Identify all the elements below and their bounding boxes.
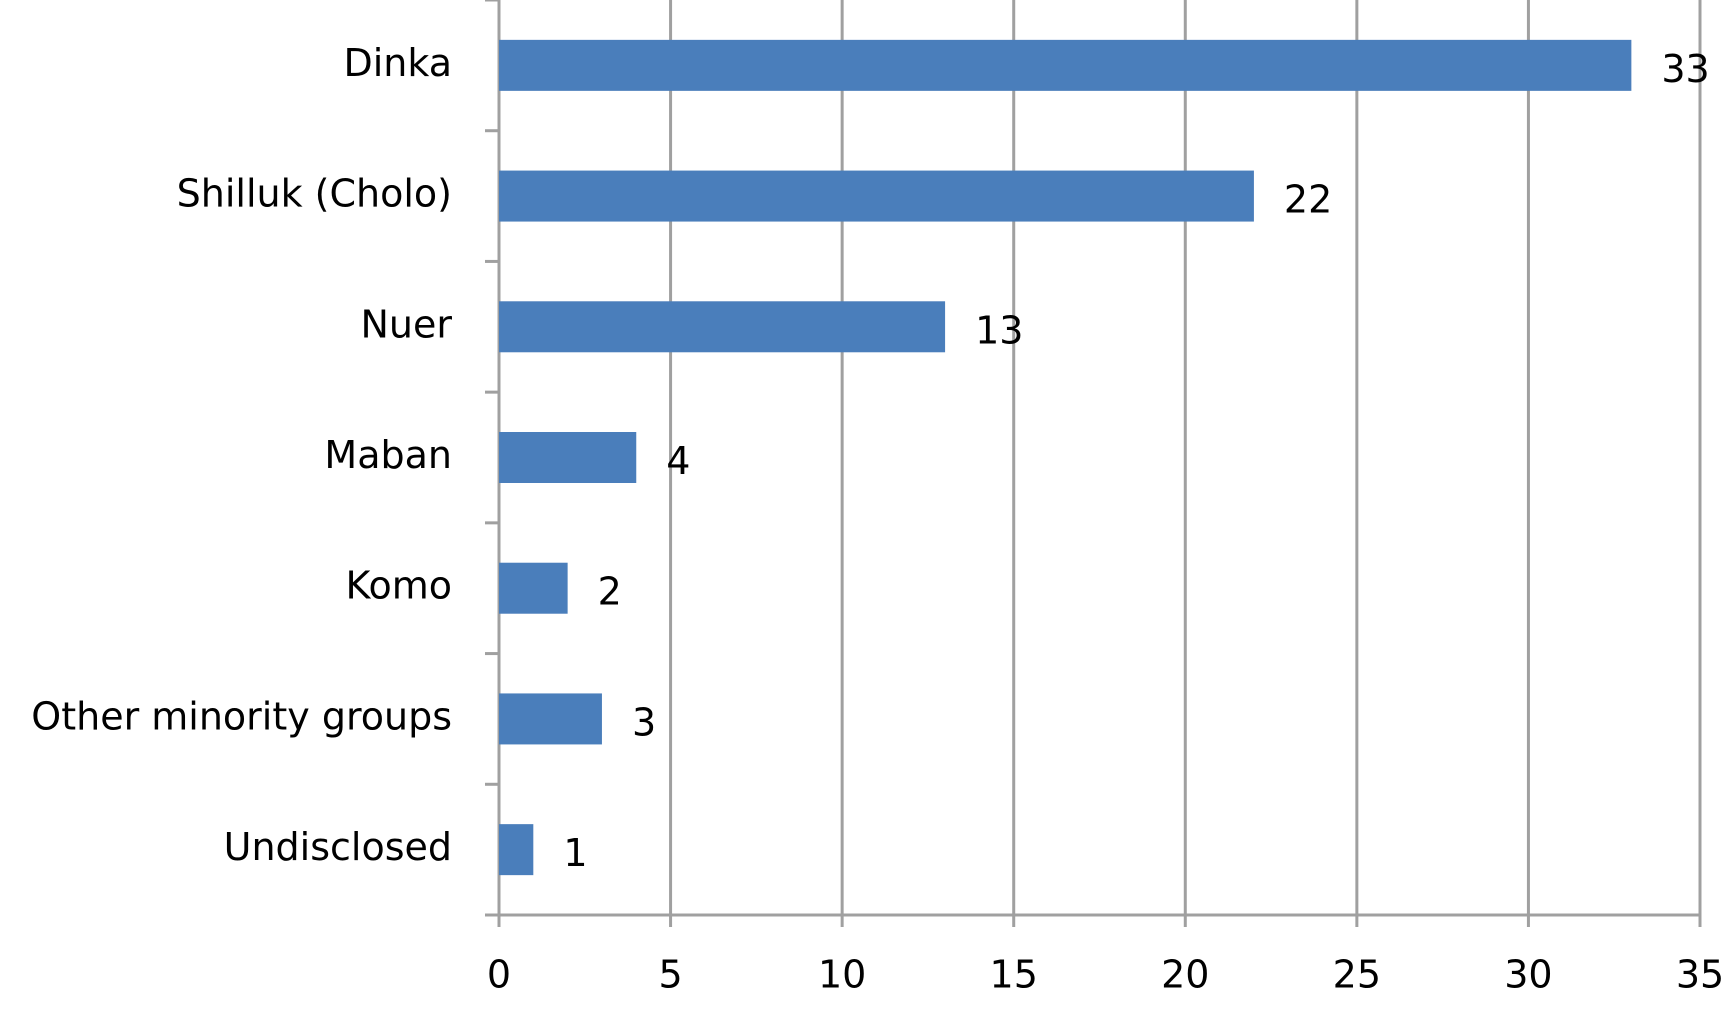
bar [499,432,637,483]
x-tick-label: 0 [487,953,511,997]
x-tick-label: 20 [1161,953,1209,997]
bar [499,170,1254,222]
y-tick-label: Maban [324,433,452,477]
y-tick-label: Shilluk (Cholo) [177,172,452,216]
data-label: 1 [563,831,587,875]
bar [499,824,534,876]
x-tick-label: 30 [1504,953,1552,997]
data-label: 13 [975,308,1023,352]
y-tick-label: Komo [345,564,452,608]
x-tick-label: 25 [1333,953,1381,997]
data-label: 4 [666,439,690,483]
y-tick-label: Undisclosed [224,825,452,869]
data-label: 33 [1661,47,1709,91]
x-tick-label: 10 [818,953,866,997]
y-tick-label: Dinka [343,41,452,85]
y-tick-label: Other minority groups [31,694,452,738]
y-tick-label: Nuer [360,302,452,346]
bar [499,693,602,745]
data-label: 2 [598,570,622,614]
bar [499,562,568,614]
bar [499,39,1632,91]
data-label: 3 [632,700,656,744]
x-tick-label: 15 [990,953,1038,997]
x-tick-label: 5 [658,953,682,997]
data-label: 22 [1284,178,1332,222]
bar [499,301,946,353]
x-tick-label: 35 [1676,953,1724,997]
